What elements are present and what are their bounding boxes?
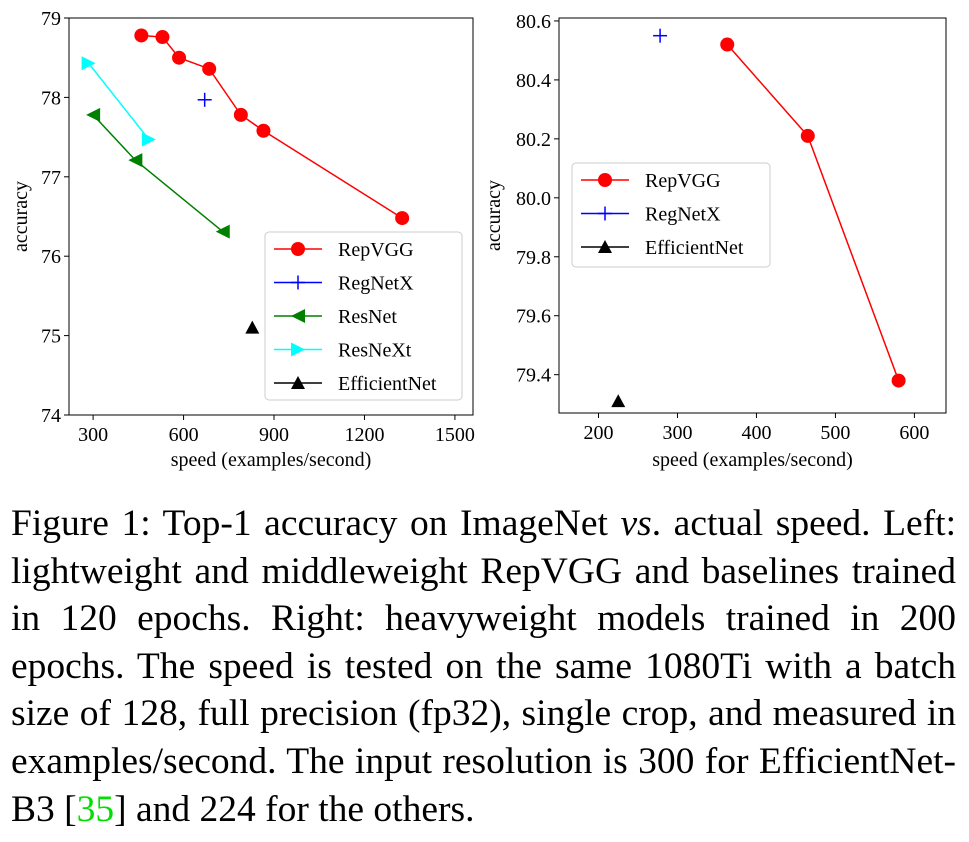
- x-tick-label: 1200: [344, 424, 384, 446]
- x-tick-label: 600: [899, 422, 929, 444]
- legend-marker: [291, 242, 305, 256]
- data-point: [172, 50, 187, 65]
- legend-marker: [598, 173, 612, 187]
- x-tick-label: 200: [583, 422, 613, 444]
- y-axis-label: accuracy: [483, 180, 505, 251]
- legend-label: RepVGG: [338, 239, 414, 261]
- data-point: [86, 107, 101, 122]
- plot-frame: [68, 17, 474, 416]
- data-point: [256, 123, 271, 138]
- chart-right: 200 300 400 500 600 79.4 79.6 79.8 80.0 80.2 80.4 8…: [483, 11, 947, 471]
- data-point: [81, 56, 96, 71]
- y-tick-label: 79.4: [516, 365, 551, 387]
- y-tick-label: 78: [41, 87, 61, 109]
- caption-part-2: . actual speed. Left: lightweight and mi…: [11, 503, 956, 830]
- data-point: [720, 37, 735, 52]
- data-point: [800, 128, 815, 143]
- legend-marker: [291, 342, 305, 357]
- series-regnetx: [653, 28, 668, 43]
- x-tick-label: 500: [820, 422, 850, 444]
- y-tick-label: 80.6: [516, 11, 551, 33]
- x-tick-label: 1500: [435, 424, 475, 446]
- legend-label: EfficientNet: [338, 373, 437, 395]
- data-point: [215, 224, 230, 239]
- data-point: [611, 394, 626, 408]
- x-tick-label: 300: [78, 424, 108, 446]
- series-efficientnet: [611, 394, 626, 408]
- y-axis-label: accuracy: [10, 181, 32, 252]
- data-point: [141, 132, 156, 147]
- data-point: [395, 211, 410, 226]
- data-point: [202, 61, 217, 76]
- series-regnetx: [197, 92, 212, 107]
- plot-frame: [558, 17, 947, 414]
- caption-citation-link[interactable]: 35: [76, 788, 115, 830]
- chart-left: 300 600 900 1200 1500 74 75 76 77 78 79 speed (exam…: [10, 8, 475, 471]
- data-point: [891, 373, 906, 388]
- legend: RepVGG RegNetX ResNet ResNeXt EfficientNet: [264, 231, 463, 401]
- data-point: [134, 28, 149, 43]
- data-point: [653, 28, 668, 43]
- series-efficientnet: [245, 320, 260, 334]
- legend-label: EfficientNet: [645, 237, 744, 259]
- y-tick-label: 79: [41, 8, 61, 30]
- series-repvgg: [134, 28, 410, 226]
- x-tick-label: 900: [259, 424, 289, 446]
- data-point: [128, 153, 143, 168]
- legend-marker: [291, 309, 305, 323]
- y-tick-label: 80.0: [516, 188, 551, 210]
- caption-part-3: ] and 224 for the others.: [114, 788, 475, 830]
- legend-box: [264, 231, 463, 401]
- y-tick-label: 80.2: [516, 129, 551, 151]
- y-tick-label: 77: [41, 167, 61, 189]
- legend-marker: [291, 376, 305, 389]
- data-point: [155, 30, 170, 45]
- series-resnext: [81, 56, 156, 147]
- legend-label: RegNetX: [338, 273, 414, 295]
- data-point: [233, 107, 248, 122]
- legend-label: ResNeXt: [338, 340, 412, 362]
- data-point: [245, 320, 260, 334]
- legend-label: RepVGG: [645, 170, 721, 192]
- legend-marker: [598, 240, 612, 253]
- y-tick-label: 75: [41, 326, 61, 348]
- figure-caption: Figure 1: Top-1 accuracy on ImageNet vs.…: [11, 500, 956, 833]
- legend-marker: [291, 275, 305, 290]
- data-point: [197, 92, 212, 107]
- legend-marker: [598, 206, 612, 221]
- series-line: [88, 62, 150, 140]
- x-tick-label: 400: [741, 422, 771, 444]
- series-repvgg: [720, 37, 906, 388]
- x-tick-label: 600: [169, 424, 199, 446]
- x-axis-label: speed (examples/second): [171, 449, 371, 471]
- legend: RepVGG RegNetX EfficientNet: [571, 162, 771, 268]
- caption-vs: vs: [620, 503, 652, 544]
- y-tick-label: 76: [41, 246, 61, 268]
- caption-part-1: Figure 1: Top-1 accuracy on ImageNet: [11, 503, 621, 544]
- y-tick-label: 80.4: [516, 70, 551, 92]
- y-tick-label: 79.6: [516, 306, 551, 328]
- legend-label: RegNetX: [645, 204, 721, 226]
- legend-label: ResNet: [338, 306, 397, 328]
- x-tick-label: 300: [662, 422, 692, 444]
- figure-charts: 300 600 900 1200 1500 74 75 76 77 78 79 speed (exam…: [10, 8, 947, 471]
- legend-box: [571, 162, 771, 268]
- series-line: [92, 114, 224, 233]
- y-tick-label: 79.8: [516, 247, 551, 269]
- x-axis-label: speed (examples/second): [652, 449, 852, 471]
- y-tick-label: 74: [41, 405, 61, 427]
- series-resnet: [86, 107, 230, 239]
